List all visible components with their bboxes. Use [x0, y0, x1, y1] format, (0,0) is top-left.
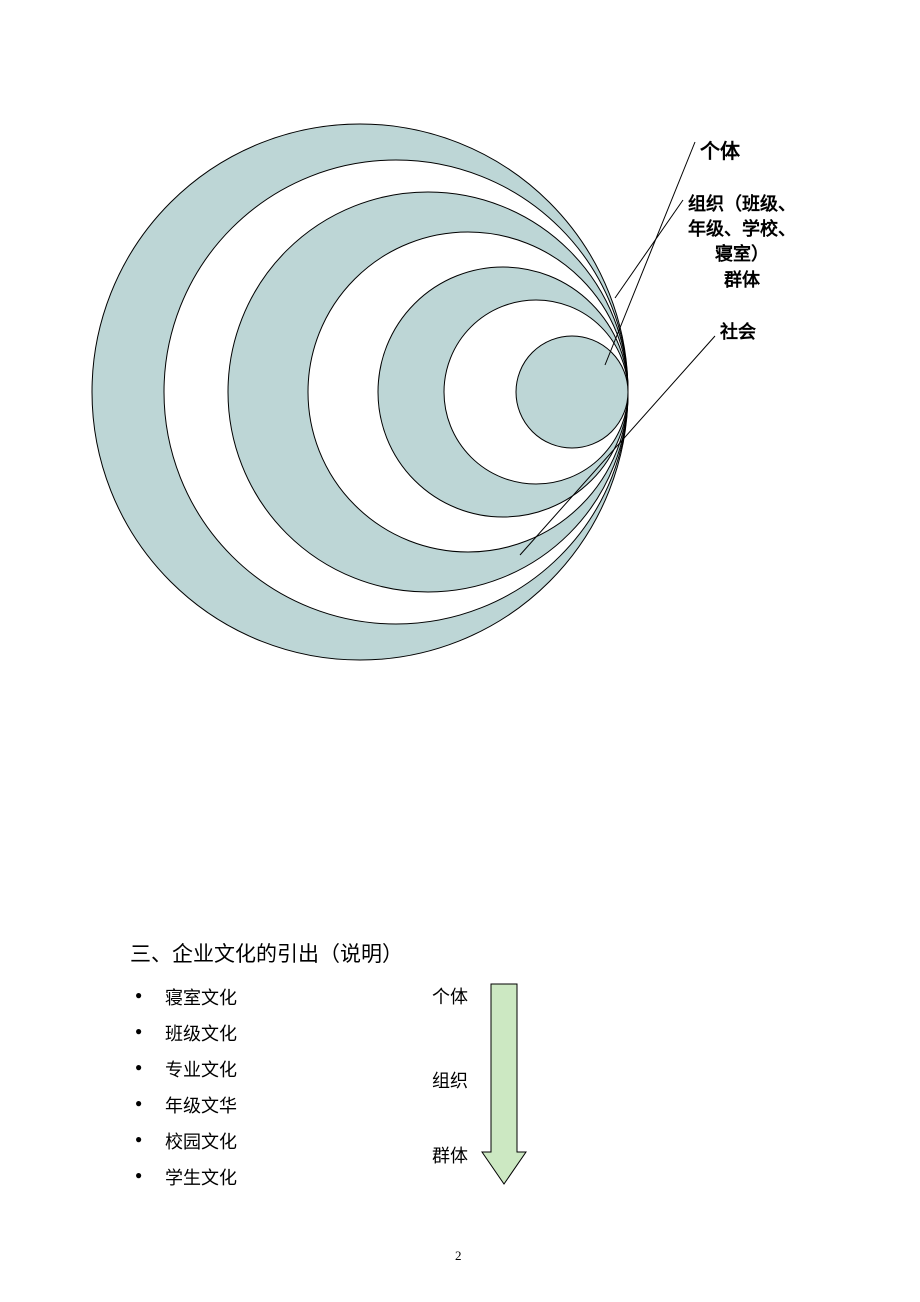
arrow-label-individual: 个体 [432, 983, 468, 1009]
culture-bullet-list: 寝室文化班级文化专业文化年级文华校园文化学生文化 [135, 980, 237, 1196]
callout-label-organization: 组织（班级、年级、学校、寝室）群体 [688, 192, 796, 293]
arrow-label-group: 群体 [432, 1142, 468, 1168]
concentric-diagram: 个体 组织（班级、年级、学校、寝室）群体 社会 [0, 0, 920, 780]
circle-center [516, 336, 628, 448]
bullet-item: 学生文化 [135, 1160, 237, 1196]
callout-label-society: 社会 [720, 320, 756, 345]
diagram-svg [0, 0, 920, 780]
bullet-item: 专业文化 [135, 1052, 237, 1088]
section-heading: 三、企业文化的引出（说明） [130, 938, 403, 968]
arrow-label-organization: 组织 [432, 1067, 468, 1093]
callout-line-organization [615, 200, 683, 298]
bullet-item: 年级文华 [135, 1088, 237, 1124]
bullet-item: 班级文化 [135, 1016, 237, 1052]
page-number: 2 [455, 1248, 462, 1264]
down-arrow [480, 982, 528, 1186]
arrow-shape [482, 984, 526, 1184]
bullet-item: 校园文化 [135, 1124, 237, 1160]
callout-line-individual [605, 142, 695, 365]
bullet-item: 寝室文化 [135, 980, 237, 1016]
callout-label-individual: 个体 [700, 138, 740, 166]
